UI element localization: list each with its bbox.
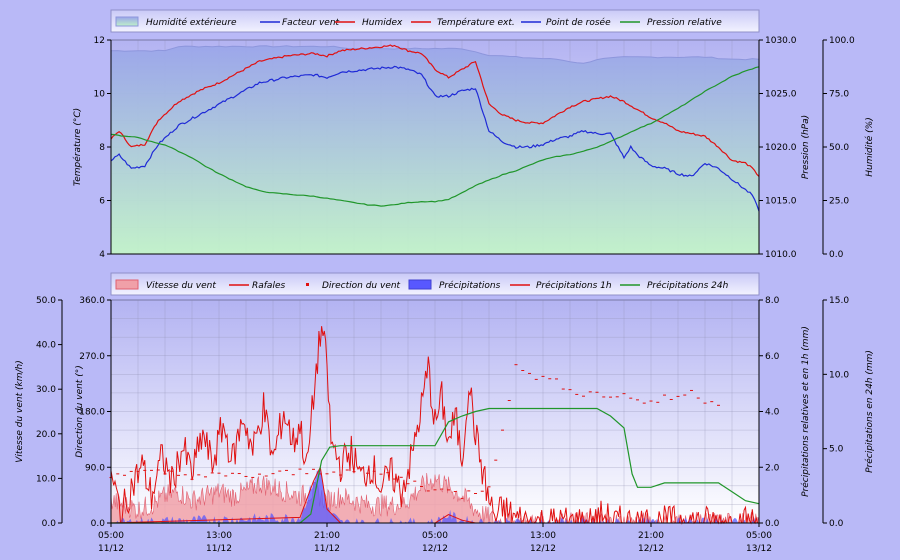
temperature-line — [110, 44, 760, 177]
wind-speed-area — [111, 473, 759, 523]
wind-direction-tick-label: 180.0 — [79, 408, 105, 418]
legend-label: Précipitations — [439, 280, 501, 291]
x-tick-date: 11/12 — [314, 544, 340, 554]
legend-label: Précipitations 24h — [647, 280, 729, 291]
rain-24h-tick-label: 0.0 — [829, 519, 844, 529]
legend-label: Vitesse du vent — [146, 281, 216, 291]
rain-24h-axis-title: Précipitations en 24h (mm) — [864, 350, 875, 473]
x-tick-time: 13:00 — [206, 531, 232, 541]
legend-label: Humidité extérieure — [146, 17, 237, 28]
legend-label: Point de rosée — [546, 17, 611, 28]
pressure-tick-label: 1020.0 — [765, 143, 797, 153]
legend-label: Humidex — [362, 18, 403, 28]
temperature-tick-label: 12 — [94, 36, 105, 46]
rain-24h-tick-label: 15.0 — [829, 296, 849, 306]
temperature-tick-label: 10 — [94, 90, 106, 100]
pressure-tick-label: 1030.0 — [765, 36, 797, 46]
wind-direction-axis-title: Direction du vent (°) — [75, 365, 85, 457]
wind-speed-tick-label: 30.0 — [36, 385, 56, 395]
pressure-axis-title: Pression (hPa) — [801, 115, 811, 179]
temperature-tick-label: 6 — [99, 197, 105, 207]
wind-speed-tick-label: 40.0 — [36, 341, 56, 351]
legend-swatch — [115, 279, 139, 290]
x-tick-time: 05:00 — [746, 531, 772, 541]
temperature-axis-title: Température (°C) — [72, 108, 83, 186]
x-tick-time: 05:00 — [422, 531, 448, 541]
humidity-area — [111, 45, 759, 254]
temperature-tick-label: 8 — [99, 143, 105, 153]
temperature-tick-label: 4 — [99, 250, 105, 260]
rain-rate-axis-title: Précipitations relatives et en 1h (mm) — [800, 326, 811, 497]
x-tick-time: 21:00 — [314, 531, 340, 541]
precipitation-24h-line — [111, 407, 760, 524]
panel2-legend-box — [110, 272, 760, 296]
legend-label: Pression relative — [647, 18, 722, 28]
rain-24h-tick-label: 10.0 — [829, 370, 849, 380]
wind-speed-axis-title: Vitesse du vent (km/h) — [15, 360, 25, 462]
wind-direction-tick-label: 90.0 — [85, 463, 105, 473]
legend-label: Précipitations 1h — [536, 280, 612, 291]
rain-rate-tick-label: 6.0 — [765, 352, 780, 362]
wind-speed-tick-label: 0.0 — [42, 519, 57, 529]
x-tick-time: 13:00 — [530, 531, 556, 541]
legend-label: Facteur vent — [282, 18, 340, 28]
x-tick-time: 05:00 — [98, 531, 124, 541]
wind-direction-tick-label: 0.0 — [91, 519, 106, 529]
rain-24h-tick-label: 5.0 — [829, 445, 844, 455]
wind-speed-tick-label: 10.0 — [36, 474, 56, 484]
x-tick-date: 12/12 — [422, 544, 448, 554]
pressure-tick-label: 1010.0 — [765, 250, 797, 260]
pressure-tick-label: 1015.0 — [765, 197, 797, 207]
humidity-tick-label: 0.0 — [829, 250, 844, 260]
humidity-tick-label: 100.0 — [829, 36, 855, 46]
rain-rate-tick-label: 2.0 — [765, 463, 780, 473]
legend-swatch — [306, 283, 309, 286]
rain-rate-tick-label: 4.0 — [765, 408, 780, 418]
wind-speed-tick-label: 20.0 — [36, 430, 56, 440]
x-tick-date: 11/12 — [206, 544, 232, 554]
humidity-axis-title: Humidité (%) — [864, 117, 875, 176]
panel1-legend-box — [110, 9, 760, 33]
legend-swatch — [408, 279, 432, 290]
legend-swatch — [115, 16, 139, 27]
legend-label: Température ext. — [437, 17, 515, 28]
legend-label: Direction du vent — [322, 281, 401, 291]
humidity-tick-label: 25.0 — [829, 197, 849, 207]
wind-direction-tick-label: 270.0 — [79, 352, 105, 362]
x-tick-date: 12/12 — [530, 544, 556, 554]
humidity-tick-label: 75.0 — [829, 90, 849, 100]
dewpoint-line — [110, 65, 760, 212]
humidity-line — [110, 45, 760, 64]
pressure-line — [110, 66, 760, 207]
humidity-tick-label: 50.0 — [829, 143, 849, 153]
wind-speed-tick-label: 50.0 — [36, 296, 56, 306]
pressure-tick-label: 1025.0 — [765, 90, 797, 100]
x-tick-date: 11/12 — [98, 544, 124, 554]
rain-rate-tick-label: 0.0 — [765, 519, 780, 529]
rain-rate-tick-label: 8.0 — [765, 296, 780, 306]
x-tick-date: 13/12 — [746, 544, 772, 554]
legend-label: Rafales — [252, 281, 285, 291]
x-tick-date: 12/12 — [638, 544, 664, 554]
x-tick-time: 21:00 — [638, 531, 664, 541]
wind-direction-tick-label: 360.0 — [79, 296, 105, 306]
